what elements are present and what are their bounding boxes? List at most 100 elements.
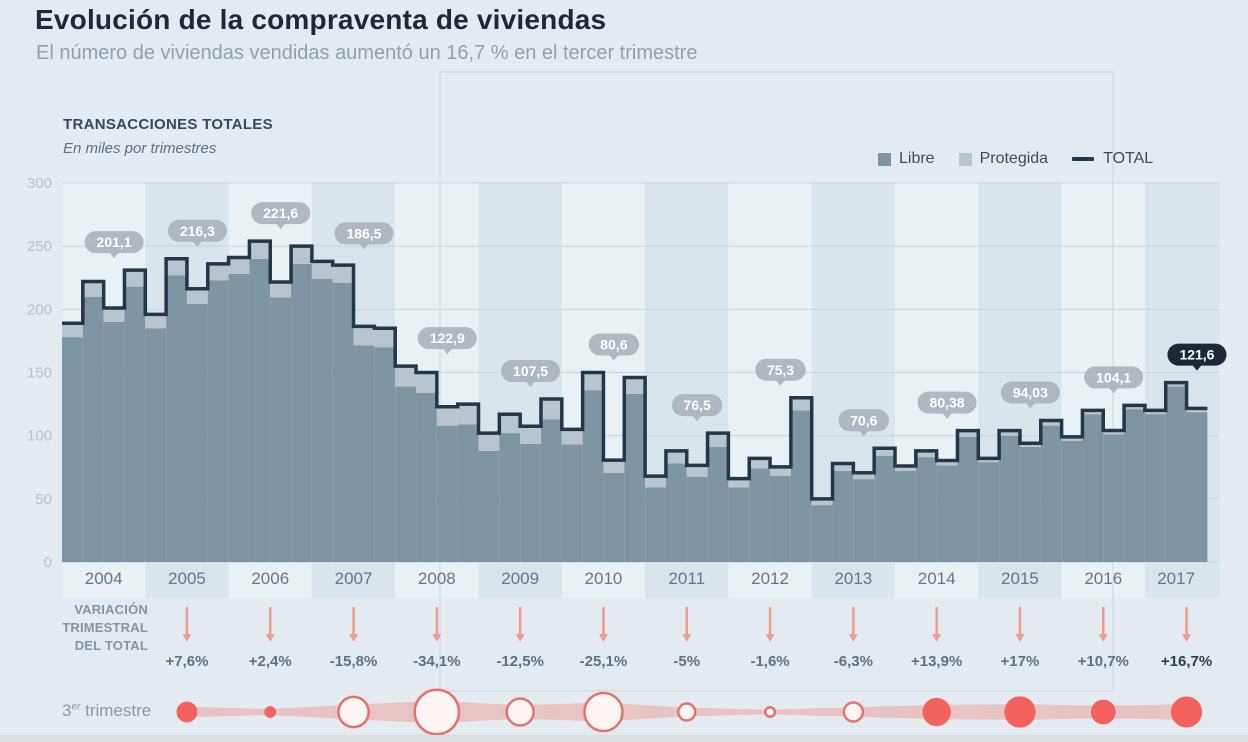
q3-bubble-2012 [755, 358, 806, 381]
q3-bubble-pointer-2012 [775, 379, 786, 386]
x-label-2013: 2013 [834, 569, 872, 588]
bar-protegida-2007-q1 [311, 261, 333, 280]
variation-arrowhead-2014 [932, 634, 942, 642]
q3-bubble-pointer-2010 [608, 354, 619, 361]
bar-protegida-2004-q1 [62, 323, 83, 338]
chart-subheading: En miles por trimestres [63, 140, 217, 157]
variation-dot-2009 [505, 697, 535, 727]
bar-libre-2017-q2 [1165, 386, 1187, 562]
legend-label-protegida: Protegida [979, 150, 1049, 167]
bar-protegida-2009-q1 [478, 433, 500, 451]
chart-heading: TRANSACCIONES TOTALES [63, 116, 273, 133]
bar-libre-2009-q3 [520, 443, 541, 562]
bar-protegida-2016-q2 [1082, 410, 1104, 415]
variation-arrowhead-2012 [765, 634, 775, 642]
x-label-2007: 2007 [335, 569, 373, 588]
bar-libre-2011-q4 [707, 447, 729, 562]
bar-libre-2011-q3 [686, 476, 708, 562]
bar-libre-2006-q1 [228, 273, 250, 562]
variation-pct-2015: +17% [1000, 653, 1040, 670]
variation-dot-2015 [1004, 696, 1036, 728]
bar-protegida-2011-q4 [707, 433, 729, 448]
bar-libre-2004-q4 [124, 286, 146, 562]
variation-pct-2012: -1,6% [750, 653, 790, 670]
bar-libre-2011-q1 [645, 487, 666, 562]
bar-libre-2007-q2 [332, 282, 354, 562]
bar-protegida-2012-q3 [770, 466, 791, 476]
bar-libre-2014-q4 [957, 436, 979, 562]
bar-protegida-2016-q3 [1103, 430, 1125, 435]
bar-protegida-2007-q3 [353, 326, 375, 346]
bar-libre-2014-q3 [936, 465, 958, 562]
libre-swatch-icon [878, 152, 891, 166]
variation-arrowhead-2017 [1182, 634, 1192, 642]
q3-bubble-2016 [1084, 366, 1144, 389]
x-label-2014: 2014 [918, 569, 956, 588]
bar-libre-2012-q1 [728, 487, 750, 562]
x-label-2005: 2005 [168, 569, 206, 588]
q3-bubble-value-2005: 216,3 [180, 223, 215, 239]
bar-libre-2016-q4 [1124, 409, 1145, 562]
bar-libre-2004-q2 [82, 296, 104, 562]
variation-pct-2013: -6,3% [833, 653, 873, 670]
bar-protegida-2008-q4 [457, 404, 479, 425]
x-label-2016: 2016 [1084, 569, 1122, 588]
y-tick-0: 0 [44, 554, 52, 571]
bar-libre-2006-q3 [270, 297, 292, 562]
bar-protegida-2006-q4 [291, 246, 312, 264]
bar-protegida-2015-q3 [1019, 443, 1041, 447]
bar-protegida-2015-q4 [1040, 420, 1062, 426]
bar-libre-2016-q3 [1103, 434, 1125, 562]
bar-protegida-2006-q1 [228, 257, 250, 274]
bar-libre-2013-q2 [832, 471, 854, 562]
variation-arrowhead-2005 [182, 634, 192, 642]
q3-bubble-value-2007: 186,5 [346, 225, 381, 241]
q3-bubble-2004 [84, 231, 144, 254]
bar-protegida-2007-q2 [332, 265, 354, 283]
variation-arrowhead-2010 [598, 634, 608, 642]
bar-libre-2016-q2 [1082, 414, 1104, 562]
bar-protegida-2009-q4 [540, 399, 562, 420]
q3-bubble-pointer-2013 [858, 430, 869, 437]
bar-libre-2008-q1 [395, 386, 417, 562]
bar-protegida-2009-q3 [520, 426, 541, 444]
bar-libre-2010-q1 [561, 444, 583, 562]
bar-protegida-2005-q2 [166, 258, 187, 276]
bar-protegida-2011-q1 [645, 476, 666, 488]
variation-dot-2008 [413, 688, 461, 736]
bar-protegida-2011-q3 [686, 465, 708, 477]
bar-libre-2010-q2 [582, 390, 604, 562]
bar-protegida-2017-q3 [1186, 408, 1208, 413]
q3-bubble-2013 [838, 409, 889, 432]
x-label-2012: 2012 [751, 569, 789, 588]
bar-libre-2006-q4 [291, 263, 312, 562]
bar-protegida-2012-q4 [790, 397, 812, 411]
variation-pct-2009: -12,5% [496, 653, 544, 670]
q3-bubble-2005 [167, 219, 227, 242]
legend-item-libre: Libre [878, 150, 935, 168]
bar-libre-2006-q2 [249, 258, 271, 562]
q3-bubble-2014 [917, 391, 977, 414]
q3-bubble-value-2010: 80,6 [600, 337, 627, 353]
variation-section-label: VARIACIÓN TRIMESTRAL DEL TOTAL [62, 602, 148, 653]
bar-libre-2015-q3 [1019, 446, 1041, 562]
bar-protegida-2009-q2 [499, 414, 521, 434]
q3-bubble-pointer-2016 [1108, 387, 1119, 394]
bar-libre-2012-q3 [770, 475, 791, 562]
bar-protegida-2012-q1 [728, 478, 750, 488]
q3-bubble-pointer-2005 [192, 240, 203, 247]
bar-protegida-2004-q4 [124, 270, 146, 287]
bar-protegida-2005-q1 [145, 314, 167, 329]
bar-libre-2010-q3 [603, 472, 625, 562]
y-tick-250: 250 [27, 238, 52, 255]
q3-bubble-value-2009: 107,5 [513, 363, 548, 379]
bar-protegida-2006-q3 [270, 282, 292, 298]
variation-arrowhead-2015 [1015, 634, 1025, 642]
variation-arrowhead-2009 [515, 634, 525, 642]
bar-protegida-2014-q1 [895, 465, 916, 472]
bar-libre-2009-q2 [499, 433, 521, 562]
legend-item-total: TOTAL [1072, 150, 1153, 168]
bar-libre-2017-q1 [1144, 414, 1166, 562]
bar-protegida-2015-q2 [999, 430, 1020, 436]
